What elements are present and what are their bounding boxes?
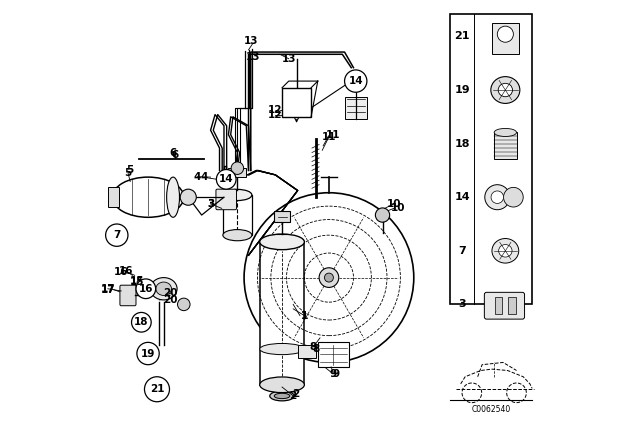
Text: 17: 17 — [100, 284, 115, 295]
Ellipse shape — [150, 278, 177, 300]
Text: 13: 13 — [244, 36, 258, 46]
Circle shape — [484, 185, 510, 210]
Circle shape — [136, 279, 156, 298]
Ellipse shape — [492, 238, 519, 263]
Circle shape — [324, 273, 333, 282]
Bar — [228, 168, 246, 177]
Text: 21: 21 — [150, 384, 164, 394]
Ellipse shape — [223, 229, 252, 241]
Text: 3: 3 — [458, 299, 466, 310]
Text: 7: 7 — [113, 230, 120, 240]
Bar — [108, 187, 119, 207]
Text: 10: 10 — [391, 203, 405, 213]
Bar — [494, 133, 516, 159]
Text: 4: 4 — [200, 172, 207, 182]
Circle shape — [319, 268, 339, 288]
Text: 16: 16 — [139, 284, 153, 294]
Bar — [274, 211, 290, 222]
Bar — [282, 88, 311, 117]
Text: 20: 20 — [163, 288, 178, 298]
Ellipse shape — [166, 177, 179, 217]
Text: 15: 15 — [130, 276, 144, 286]
Circle shape — [244, 193, 414, 362]
Circle shape — [376, 208, 390, 222]
Ellipse shape — [260, 344, 305, 355]
Text: 16: 16 — [114, 267, 129, 277]
Text: 21: 21 — [454, 31, 470, 41]
Text: 20: 20 — [163, 295, 178, 305]
Text: 12: 12 — [268, 110, 283, 120]
Bar — [492, 23, 519, 54]
Text: 8: 8 — [310, 342, 317, 352]
Text: 1: 1 — [301, 310, 308, 321]
Bar — [344, 97, 367, 119]
Text: 11: 11 — [322, 132, 336, 142]
Text: 7: 7 — [458, 246, 466, 256]
Ellipse shape — [494, 129, 516, 137]
Ellipse shape — [113, 177, 184, 217]
Text: 18: 18 — [454, 138, 470, 149]
Text: 13: 13 — [282, 54, 296, 64]
Text: 9: 9 — [332, 369, 339, 379]
Text: C0062540: C0062540 — [471, 405, 511, 414]
Circle shape — [216, 169, 236, 189]
Ellipse shape — [491, 77, 520, 103]
Text: 2: 2 — [289, 391, 297, 401]
Circle shape — [504, 187, 524, 207]
Bar — [260, 242, 305, 385]
Text: 2: 2 — [292, 389, 299, 399]
Bar — [508, 297, 516, 314]
Bar — [298, 345, 316, 358]
Text: 14: 14 — [219, 174, 234, 184]
Circle shape — [145, 377, 170, 402]
Text: 14: 14 — [454, 192, 470, 202]
Ellipse shape — [498, 83, 513, 97]
Bar — [495, 297, 502, 314]
Text: 6: 6 — [169, 148, 176, 159]
Ellipse shape — [260, 377, 305, 392]
Text: 3: 3 — [207, 199, 214, 209]
Circle shape — [231, 162, 244, 174]
Circle shape — [177, 298, 190, 310]
Text: 3: 3 — [207, 199, 214, 209]
Text: 5: 5 — [124, 168, 132, 178]
Text: 19: 19 — [141, 349, 156, 358]
Text: 11: 11 — [326, 129, 340, 140]
Bar — [318, 342, 349, 367]
Circle shape — [132, 312, 151, 332]
Text: 14: 14 — [348, 76, 363, 86]
Bar — [223, 195, 252, 235]
Text: 8: 8 — [312, 344, 319, 354]
Text: 17: 17 — [100, 284, 115, 294]
Ellipse shape — [156, 282, 172, 296]
Circle shape — [491, 191, 504, 203]
Circle shape — [137, 342, 159, 365]
Circle shape — [497, 26, 513, 42]
Text: 1: 1 — [301, 310, 308, 321]
Text: 15: 15 — [130, 277, 144, 287]
FancyBboxPatch shape — [216, 189, 237, 210]
Text: 6: 6 — [172, 150, 179, 160]
Text: 18: 18 — [134, 317, 148, 327]
Text: 10: 10 — [387, 199, 401, 209]
Text: 12: 12 — [268, 105, 283, 115]
Text: 19: 19 — [454, 85, 470, 95]
Circle shape — [180, 189, 196, 205]
Text: 13: 13 — [246, 52, 260, 61]
FancyBboxPatch shape — [120, 285, 136, 306]
Ellipse shape — [499, 245, 512, 257]
Ellipse shape — [260, 234, 305, 250]
Ellipse shape — [223, 190, 252, 201]
Circle shape — [106, 224, 128, 246]
Circle shape — [344, 70, 367, 92]
FancyBboxPatch shape — [484, 293, 525, 319]
Ellipse shape — [274, 393, 290, 399]
Text: 5: 5 — [127, 165, 134, 176]
Bar — [449, 14, 532, 304]
Ellipse shape — [269, 391, 294, 401]
Text: 16: 16 — [118, 266, 133, 276]
Text: 4: 4 — [193, 172, 201, 181]
Text: 9: 9 — [330, 369, 337, 379]
